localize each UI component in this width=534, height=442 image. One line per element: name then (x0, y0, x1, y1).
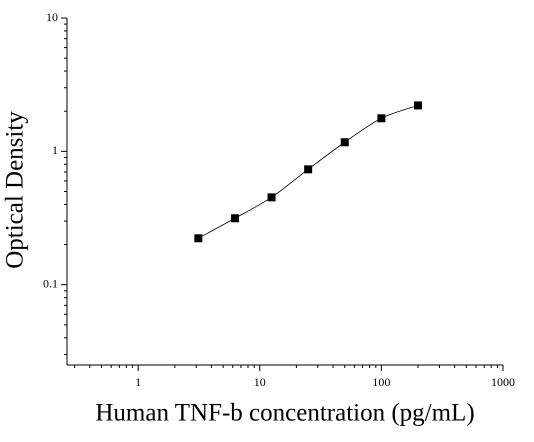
data-point (267, 193, 276, 202)
x-tick-label: 10 (254, 375, 266, 389)
data-point (230, 214, 239, 223)
x-axis-title: Human TNF-b concentration (pg/mL) (95, 400, 474, 427)
y-tick-label: 10 (46, 10, 58, 24)
y-tick-label: 0.1 (43, 276, 58, 290)
data-point (413, 101, 422, 110)
y-tick-label: 1 (52, 143, 58, 157)
x-tick-label: 100 (372, 375, 390, 389)
y-axis-title: Optical Density (2, 111, 29, 269)
data-point (377, 114, 386, 123)
x-tick-label: 1000 (491, 375, 515, 389)
data-point (194, 234, 203, 243)
x-tick-label: 1 (135, 375, 141, 389)
data-point (340, 138, 349, 147)
data-point (304, 165, 313, 174)
